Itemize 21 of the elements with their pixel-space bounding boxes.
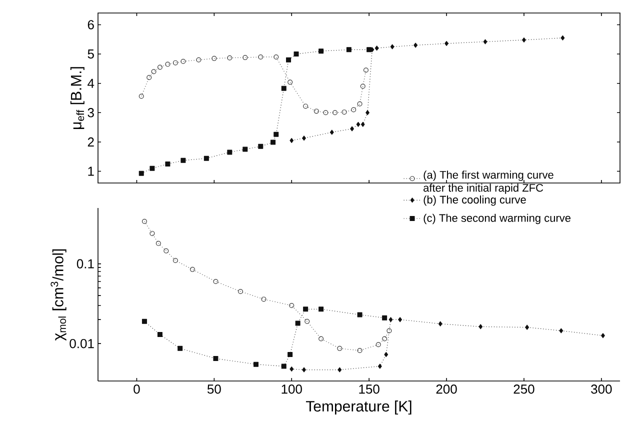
y-tick-label: 0.01 [70,339,94,348]
y-axis-title: χ$_{mol}$ [cm$^{3}$/mol] [50,249,66,341]
y-tick-label: 6 [88,20,94,30]
x-tick-label: 150 [359,384,380,394]
y-tick-label: 4 [88,78,94,88]
y-tick-label: 2 [88,137,94,146]
x-tick-label: 300 [591,384,612,394]
x-tick-label: 250 [514,384,534,394]
x-tick-label: 0 [134,384,140,394]
y-tick-label: 1 [88,166,94,176]
x-tick-label: 50 [207,384,221,394]
legend-label: (a) The first warming curve after the initial rapid ZFC [424,170,554,194]
y-tick-label: 3 [88,108,94,118]
legend-label: (b) The cooling curve [424,196,526,206]
x-tick-label: 200 [436,384,457,394]
x-axis-title: Temperature [K] [306,400,412,415]
y-axis-title: μ$_{eff}$ [B.M.] [70,67,84,129]
y-tick-label: 5 [88,50,94,59]
legend-label: (c) The second warming curve [424,214,570,224]
y-tick-label: 0.1 [76,259,94,268]
x-tick-label: 100 [282,384,302,394]
